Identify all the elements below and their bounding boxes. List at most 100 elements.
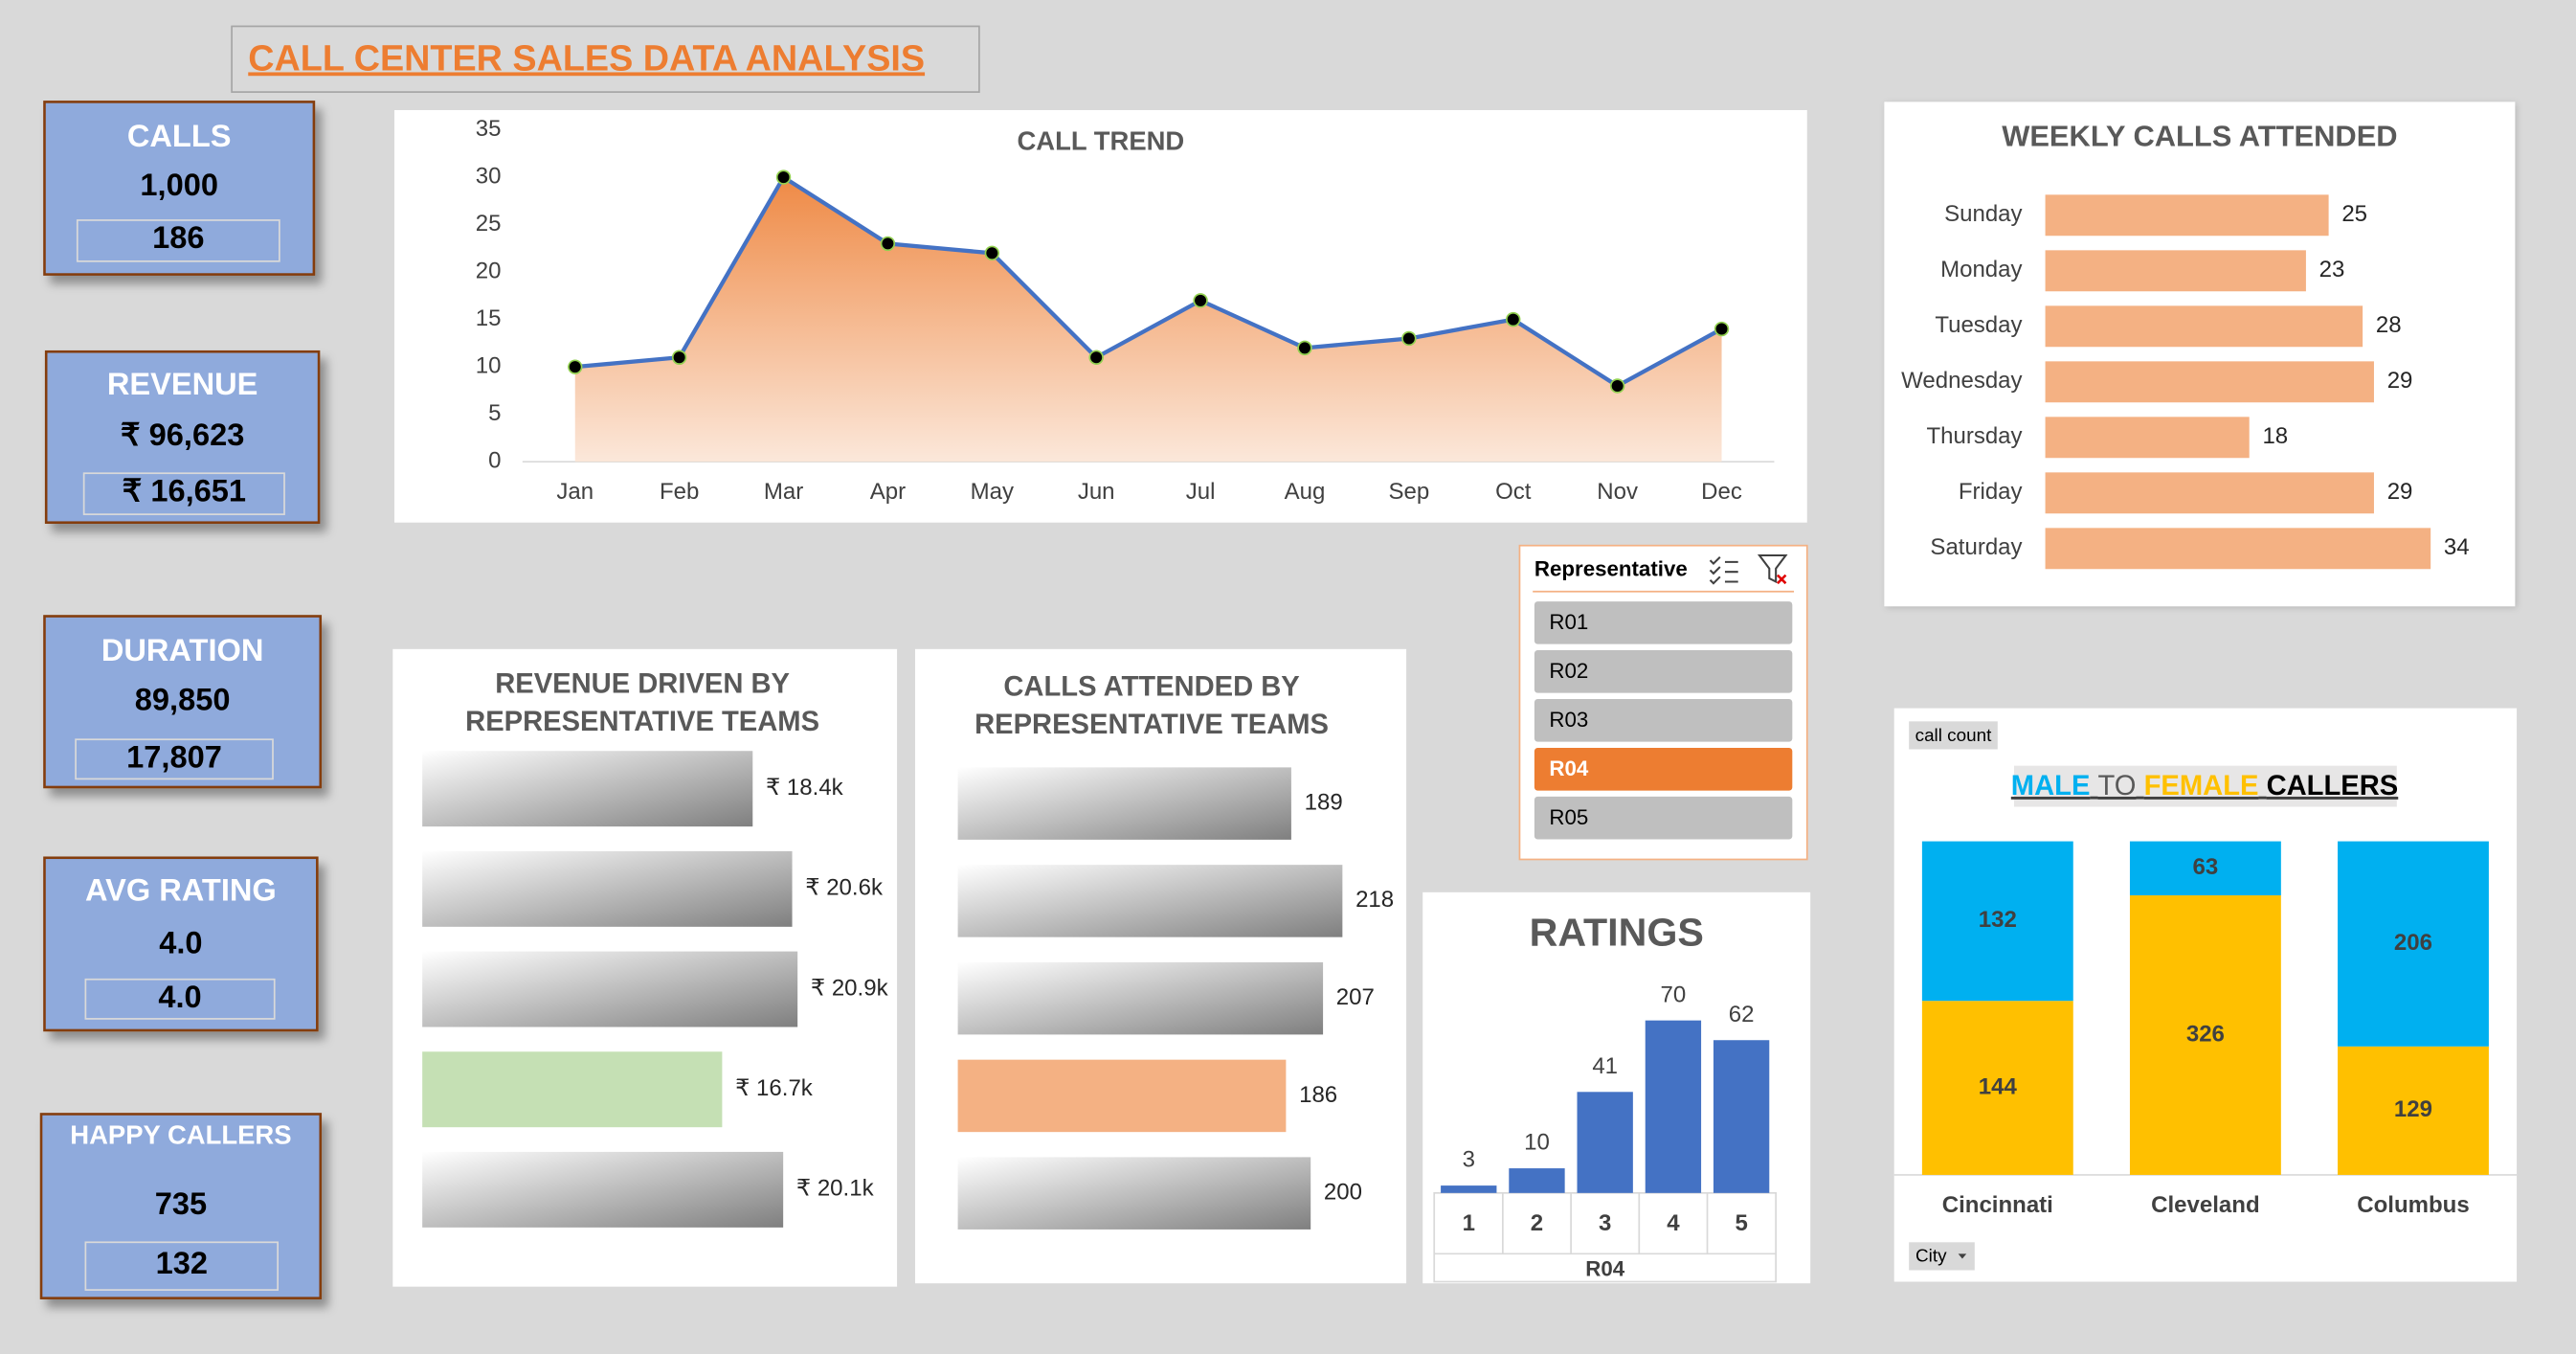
data-label: 28 [2376,312,2402,338]
bar-segment [2338,841,2489,1047]
bar [422,1051,723,1128]
x-tick-label: 3 [1599,1210,1611,1236]
x-tick-label: Jan [556,479,594,505]
marker [1401,330,1417,347]
bar [957,1157,1311,1230]
data-label: 62 [1729,1002,1755,1027]
button-label[interactable]: call count [1915,725,1992,745]
button[interactable] [1909,721,1998,750]
x-tick-label: Oct [1495,479,1532,505]
bar-segment [1921,841,2073,1002]
data-label: 132 [1979,907,2017,933]
data-label: 34 [2444,534,2470,560]
slicer-item[interactable] [1534,796,1793,840]
kpi-value: 735 [155,1185,207,1221]
slicer-item[interactable] [1534,698,1793,742]
kpi-label: DURATION [101,632,264,667]
kpi-value: 4.0 [159,924,202,959]
bar [2045,528,2431,570]
slicer-items: R01 R02 R03 R04 R05 [1534,601,1793,840]
marker [1088,350,1104,365]
bar-segment [2129,895,2281,1175]
y-tick-label: Monday [1940,257,2022,282]
kpi-sub-box [75,738,274,780]
marker [1714,321,1730,337]
x-tick-label: Cincinnati [1942,1192,2053,1218]
title-box [2013,765,2397,807]
chart-title: REVENUE DRIVEN BY [495,668,790,699]
x-tick-label: Jun [1078,479,1115,505]
chart-title: REPRESENTATIVE TEAMS [465,707,819,737]
data-label: ₹ 20.6k [805,875,884,901]
bar [957,865,1343,937]
slicer-item-label[interactable]: R01 [1549,610,1588,634]
slicer-item-label[interactable]: R05 [1549,805,1588,829]
title-word: FEMALE [2144,771,2259,801]
marker [1193,293,1208,308]
x-tick-label: Feb [660,479,699,505]
slicer-item[interactable] [1534,650,1793,693]
x-tick-label: 5 [1735,1210,1747,1236]
data-label: 70 [1661,982,1687,1007]
bar [2045,417,2250,459]
data-label: 326 [2186,1021,2225,1047]
bar [422,1151,784,1228]
x-tick-label: 4 [1667,1210,1680,1236]
title-word: TO [2098,771,2137,801]
data-label: ₹ 18.4k [766,775,844,801]
slicer-item[interactable] [1534,601,1793,644]
bar [2045,305,2363,348]
y-tick-label: 20 [476,258,502,283]
y-tick-label: Saturday [1930,534,2022,560]
y-tick-label: Sunday [1944,201,2022,227]
slicer-item-label[interactable]: R03 [1549,708,1588,732]
x-tick-label: Cleveland [2151,1192,2259,1218]
bar [2045,361,2374,403]
x-tick-label: Aug [1285,479,1326,505]
kpi-sub-value: 132 [156,1245,208,1280]
x-tick-label: 1 [1463,1210,1475,1236]
kpi-sub-box [84,978,276,1020]
x-tick-label: Mar [764,479,803,505]
slicer: Representative R01 R02 R03 R04 R05 [1518,544,1808,861]
title-word: CALLERS [2267,771,2399,801]
chart-title: WEEKLY CALLS ATTENDED [2002,119,2397,152]
x-axis-label: R04 [1585,1256,1625,1280]
marker [1297,340,1312,356]
kpi-sub-value: 4.0 [158,979,201,1014]
data-label: 207 [1336,984,1375,1010]
bar [1645,1020,1702,1193]
y-tick-label: 0 [488,448,501,474]
data-label: 23 [2319,257,2345,282]
bar [957,767,1291,840]
title-word: MALE [2011,771,2091,801]
multi-select-icon[interactable] [1709,556,1738,585]
page-title: CALL CENTER SALES DATA ANALYSIS [248,37,925,78]
data-label: 129 [2394,1096,2432,1122]
dropdown-arrow[interactable] [1958,1253,1967,1259]
kpi-value: 1,000 [140,167,218,202]
kpi-label: HAPPY CALLERS [70,1120,291,1150]
data-label: 144 [1979,1073,2018,1099]
x-tick-label: 2 [1531,1210,1543,1236]
slicer-item[interactable] [1534,747,1793,791]
bar [1441,1185,1497,1193]
data-label: 63 [2193,854,2219,880]
x-tick-label: Nov [1597,479,1638,505]
marker [671,350,687,365]
data-label: 18 [2262,423,2288,449]
kpi-group: CALLS 1,000 186 REVENUE ₹ 96,623 ₹ 16,651 DURA… [39,101,323,1299]
x-tick-label: Dec [1701,479,1742,505]
data-label: ₹ 20.1k [796,1176,875,1202]
slicer-item-label[interactable]: R02 [1549,659,1588,683]
bar-segment [2338,1046,2489,1175]
bar [422,751,753,827]
data-label: 25 [2341,201,2367,227]
filter-button-label[interactable]: City [1915,1246,1947,1266]
slicer-item-label[interactable]: R04 [1549,756,1589,780]
kpi-sub-box [82,472,285,515]
clear-filter-icon[interactable] [1757,553,1788,585]
data-label: ₹ 20.9k [811,975,889,1001]
